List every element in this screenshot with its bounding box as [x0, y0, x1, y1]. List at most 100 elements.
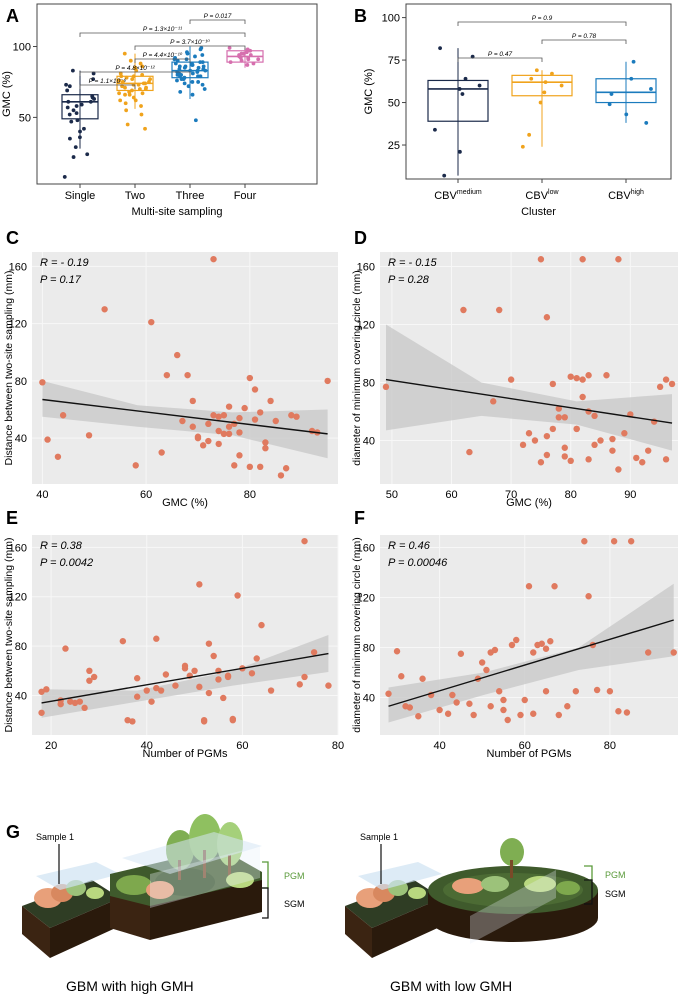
panel-c-point-28 [236, 429, 243, 436]
panel-a-category-3: Four [234, 190, 257, 202]
left-tree-2-trunk [203, 850, 206, 878]
panel-b-frame [405, 3, 672, 180]
panel-letter-b: B [354, 6, 367, 26]
panel-a-point-1-36 [123, 85, 127, 90]
panel-a-point-1-14 [123, 92, 127, 97]
panel-a-point-3-13 [242, 51, 246, 56]
panel-e-point-12 [90, 673, 98, 681]
panel-e-xtick-label-3: 80 [332, 740, 344, 752]
panel-e-ytick-label-2: 120 [9, 592, 27, 604]
panel-c-point-50 [251, 386, 259, 393]
panel-a-point-1-17 [125, 122, 130, 127]
panel-c-point-15 [199, 442, 207, 449]
panel-e-point-32 [200, 718, 208, 725]
panel-g-illustration: Sample 1 PGM SGM GBM with high GMH [22, 814, 626, 994]
panel-a-point-2-5 [173, 61, 178, 66]
panel-e-point-1 [38, 688, 45, 695]
panel-e-point-38 [220, 694, 227, 702]
right-small-slice [345, 862, 442, 958]
panel-c-point-48 [225, 430, 233, 438]
panel-f-point-21 [496, 688, 503, 695]
panel-d-ytick-label-0: 40 [363, 436, 375, 448]
panel-letter-c: C [6, 228, 19, 248]
panel-b-ytick-label-2: 75 [388, 55, 400, 67]
left-sgm-label: SGM [284, 899, 305, 909]
panel-d-point-4 [496, 306, 503, 314]
panel-a-xlabel: Multi-site sampling [131, 206, 222, 218]
panel-b-point-0-3 [477, 83, 482, 88]
panel-d-point-5 [507, 376, 515, 383]
panel-a-point-2-44 [185, 50, 189, 55]
panel-a-point-0-20 [62, 175, 67, 179]
panel-b-ylabel: GMC (%) [363, 69, 375, 115]
panel-f-point-48 [645, 649, 652, 656]
panel-a-point-0-25 [67, 84, 72, 89]
panel-e-point-30 [196, 683, 203, 691]
panel-a-point-2-30 [193, 54, 197, 59]
panel-c-point-18 [210, 255, 217, 263]
panel-c-point-23 [225, 403, 233, 410]
panel-a-point-0-5 [66, 99, 71, 104]
panel-a-point-1-0 [120, 80, 125, 84]
left-top-plane [122, 832, 262, 874]
panel-c-point-9 [163, 371, 171, 379]
panel-e-xtick-label-0: 20 [45, 740, 57, 752]
panel-a-point-2-20 [175, 58, 180, 63]
panel-c-point-19 [215, 427, 222, 435]
panel-b-category-1: CBVlow [525, 189, 559, 202]
panel-c-point-47 [205, 437, 212, 445]
panel-a-point-0-21 [90, 94, 95, 99]
panel-a-point-0-7 [78, 129, 82, 134]
panel-a-point-3-6 [245, 63, 250, 67]
panel-a-point-1-13 [136, 82, 141, 87]
panel-c-stat-r: R = - 0.19 [40, 257, 89, 269]
panel-a-point-3-7 [248, 53, 253, 57]
panel-e-point-15 [129, 718, 136, 725]
panel-a-point-2-26 [186, 84, 191, 89]
panel-a-point-1-4 [124, 75, 129, 80]
right-sgm-label: SGM [605, 889, 626, 899]
panel-f-point-18 [487, 703, 494, 710]
panel-d-point-40 [662, 456, 670, 463]
right-sample-label: Sample 1 [360, 832, 398, 842]
left-caption: GBM with high GMH [66, 978, 194, 994]
panel-a-point-2-41 [179, 77, 184, 82]
panel-a-point-2-42 [188, 68, 193, 73]
panel-e-point-28 [191, 667, 198, 675]
panel-f-point-44 [610, 538, 618, 545]
panel-a-box-0 [61, 94, 99, 120]
panel-f-ytick-label-2: 120 [357, 593, 375, 605]
panel-f-point-39 [572, 688, 580, 695]
panel-e-point-7 [71, 699, 79, 707]
panel-d-point-6 [519, 441, 527, 449]
category-base: CBV [608, 190, 631, 202]
panel-e-xtick-label-1: 40 [141, 740, 153, 752]
panel-a-point-1-18 [139, 112, 144, 117]
panel-f-point-24 [504, 716, 511, 724]
panel-d-point-13 [549, 380, 557, 388]
panel-d-stat-p: P = 0.28 [388, 274, 430, 286]
panel-b-point-1-8 [520, 144, 525, 149]
left-small-slice-front [50, 898, 120, 958]
right-grass-clump [408, 887, 426, 899]
panel-a-point-1-28 [130, 88, 134, 93]
panel-a-point-2-37 [199, 46, 204, 50]
panel-b-point-1-3 [543, 80, 548, 85]
panel-a-point-2-33 [190, 92, 195, 97]
panel-f-point-22 [500, 706, 507, 714]
panel-f-point-29 [525, 583, 533, 590]
panel-c-point-21 [220, 430, 228, 438]
panel-d-point-0 [382, 383, 390, 391]
panel-a-point-2-7 [202, 87, 207, 91]
panel-d-point-18 [567, 373, 574, 380]
right-flat-disc [428, 838, 598, 944]
panel-a-point-0-12 [74, 104, 79, 108]
panel-a-point-1-19 [127, 89, 132, 94]
panel-e-stat-p: P = 0.0042 [40, 557, 93, 569]
panel-d-point-19 [567, 457, 574, 464]
panel-a-point-3-2 [228, 60, 233, 65]
panel-c-point-34 [257, 409, 264, 416]
panel-f-point-9 [444, 710, 452, 717]
panel-c-point-37 [272, 417, 279, 425]
panel-letter-d: D [354, 228, 367, 248]
